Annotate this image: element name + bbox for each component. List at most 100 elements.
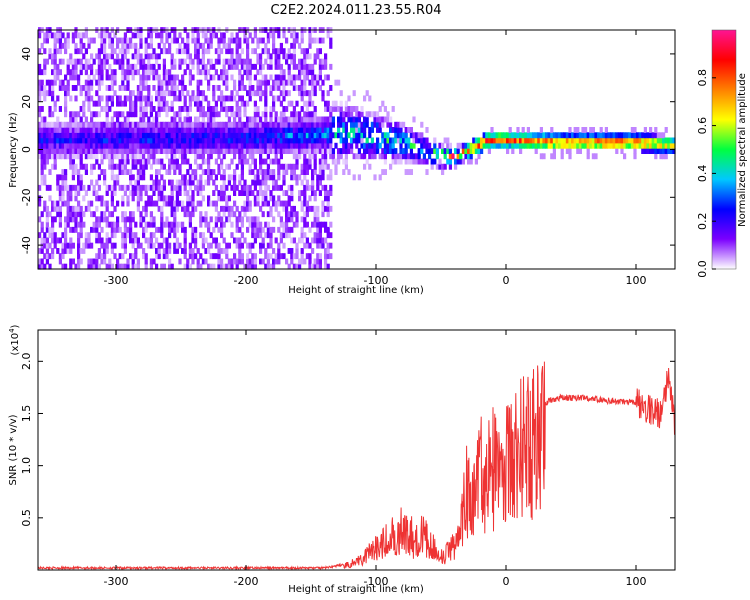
heatmap-cell — [207, 116, 211, 123]
heatmap-cell — [311, 190, 315, 196]
heatmap-cell — [272, 179, 276, 186]
heatmap-cell — [38, 258, 42, 265]
heatmap-cell — [659, 153, 663, 160]
heatmap-cell — [155, 111, 159, 118]
heatmap-cell — [134, 248, 138, 254]
heatmap-cell — [217, 263, 221, 270]
heatmap-cell — [79, 121, 83, 128]
heatmap-cell — [303, 174, 307, 181]
heatmap-cell — [272, 48, 276, 55]
heatmap-cell — [251, 216, 255, 223]
heatmap-cell — [248, 121, 252, 128]
x-tick-label: -100 — [364, 274, 389, 287]
heatmap-cell — [630, 132, 634, 139]
heatmap-cell — [77, 263, 81, 270]
heatmap-cell — [357, 127, 361, 133]
heatmap-cell — [389, 137, 393, 144]
heatmap-cell — [168, 48, 172, 55]
heatmap-cell — [370, 153, 374, 160]
heatmap-cell — [207, 200, 211, 207]
heatmap-cell — [633, 153, 637, 160]
heatmap-cell — [186, 179, 190, 186]
heatmap-cell — [155, 263, 159, 270]
heatmap-cell — [303, 158, 307, 165]
heatmap-cell — [165, 90, 169, 97]
heatmap-cell — [620, 137, 624, 144]
heatmap-cell — [318, 221, 322, 228]
heatmap-cell — [581, 127, 585, 133]
heatmap-cell — [326, 163, 330, 170]
heatmap-cell — [212, 63, 216, 70]
heatmap-cell — [45, 216, 49, 223]
heatmap-cell — [599, 137, 603, 144]
heatmap-cell — [165, 48, 169, 55]
heatmap-cell — [240, 85, 244, 91]
heatmap-cell — [186, 148, 190, 154]
heatmap-cell — [230, 106, 234, 112]
heatmap-cell — [142, 174, 146, 181]
heatmap-cell — [207, 169, 211, 175]
heatmap-cell — [316, 142, 320, 149]
heatmap-cell — [274, 116, 278, 123]
heatmap-cell — [199, 58, 203, 65]
heatmap-cell — [188, 127, 192, 133]
heatmap-cell — [56, 174, 60, 181]
heatmap-cell — [95, 179, 99, 186]
heatmap-cell — [638, 132, 642, 139]
heatmap-cell — [168, 127, 172, 133]
heatmap-cell — [238, 158, 242, 165]
heatmap-cell — [168, 221, 172, 228]
heatmap-cell — [412, 116, 416, 123]
heatmap-cell — [105, 190, 109, 196]
heatmap-cell — [272, 32, 276, 39]
heatmap-cell — [412, 153, 416, 160]
heatmap-cell — [532, 132, 536, 139]
heatmap-cell — [175, 248, 179, 254]
heatmap-cell — [217, 242, 221, 249]
heatmap-cell — [126, 142, 130, 149]
heatmap-cell — [662, 148, 666, 154]
heatmap-cell — [131, 53, 135, 60]
heatmap-cell — [300, 179, 304, 186]
heatmap-cell — [277, 132, 281, 139]
heatmap-cell — [45, 127, 49, 133]
heatmap-cell — [51, 90, 55, 97]
heatmap-cell — [334, 142, 338, 149]
heatmap-cell — [40, 248, 44, 254]
heatmap-cell — [243, 127, 247, 133]
heatmap-cell — [142, 69, 146, 76]
heatmap-cell — [487, 137, 491, 144]
heatmap-cell — [604, 142, 608, 149]
heatmap-cell — [633, 142, 637, 149]
heatmap-cell — [212, 169, 216, 175]
heatmap-cell — [87, 85, 91, 91]
snr-frame — [37, 329, 676, 571]
heatmap-cell — [43, 132, 47, 139]
heatmap-cell — [142, 169, 146, 175]
heatmap-cell — [630, 127, 634, 133]
heatmap-cell — [305, 53, 309, 60]
heatmap-cell — [448, 158, 452, 165]
heatmap-cell — [324, 226, 328, 233]
heatmap-cell — [586, 137, 590, 144]
heatmap-cell — [71, 258, 75, 265]
heatmap-cell — [165, 200, 169, 207]
heatmap-cell — [347, 169, 351, 175]
heatmap-cell — [373, 153, 377, 160]
heatmap-cell — [84, 163, 88, 170]
heatmap-cell — [162, 237, 166, 244]
heatmap-cell — [142, 153, 146, 160]
heatmap-cell — [214, 253, 218, 260]
heatmap-cell — [225, 248, 229, 254]
heatmap-cell — [313, 74, 317, 81]
heatmap-cell — [196, 42, 200, 49]
heatmap-cell — [201, 111, 205, 118]
heatmap-cell — [643, 137, 647, 144]
heatmap-cell — [48, 32, 52, 39]
heatmap-cell — [58, 258, 62, 265]
heatmap-cell — [129, 100, 133, 107]
heatmap-cell — [95, 158, 99, 165]
heatmap-cell — [308, 137, 312, 144]
heatmap-cell — [240, 127, 244, 133]
heatmap-cell — [292, 74, 296, 81]
